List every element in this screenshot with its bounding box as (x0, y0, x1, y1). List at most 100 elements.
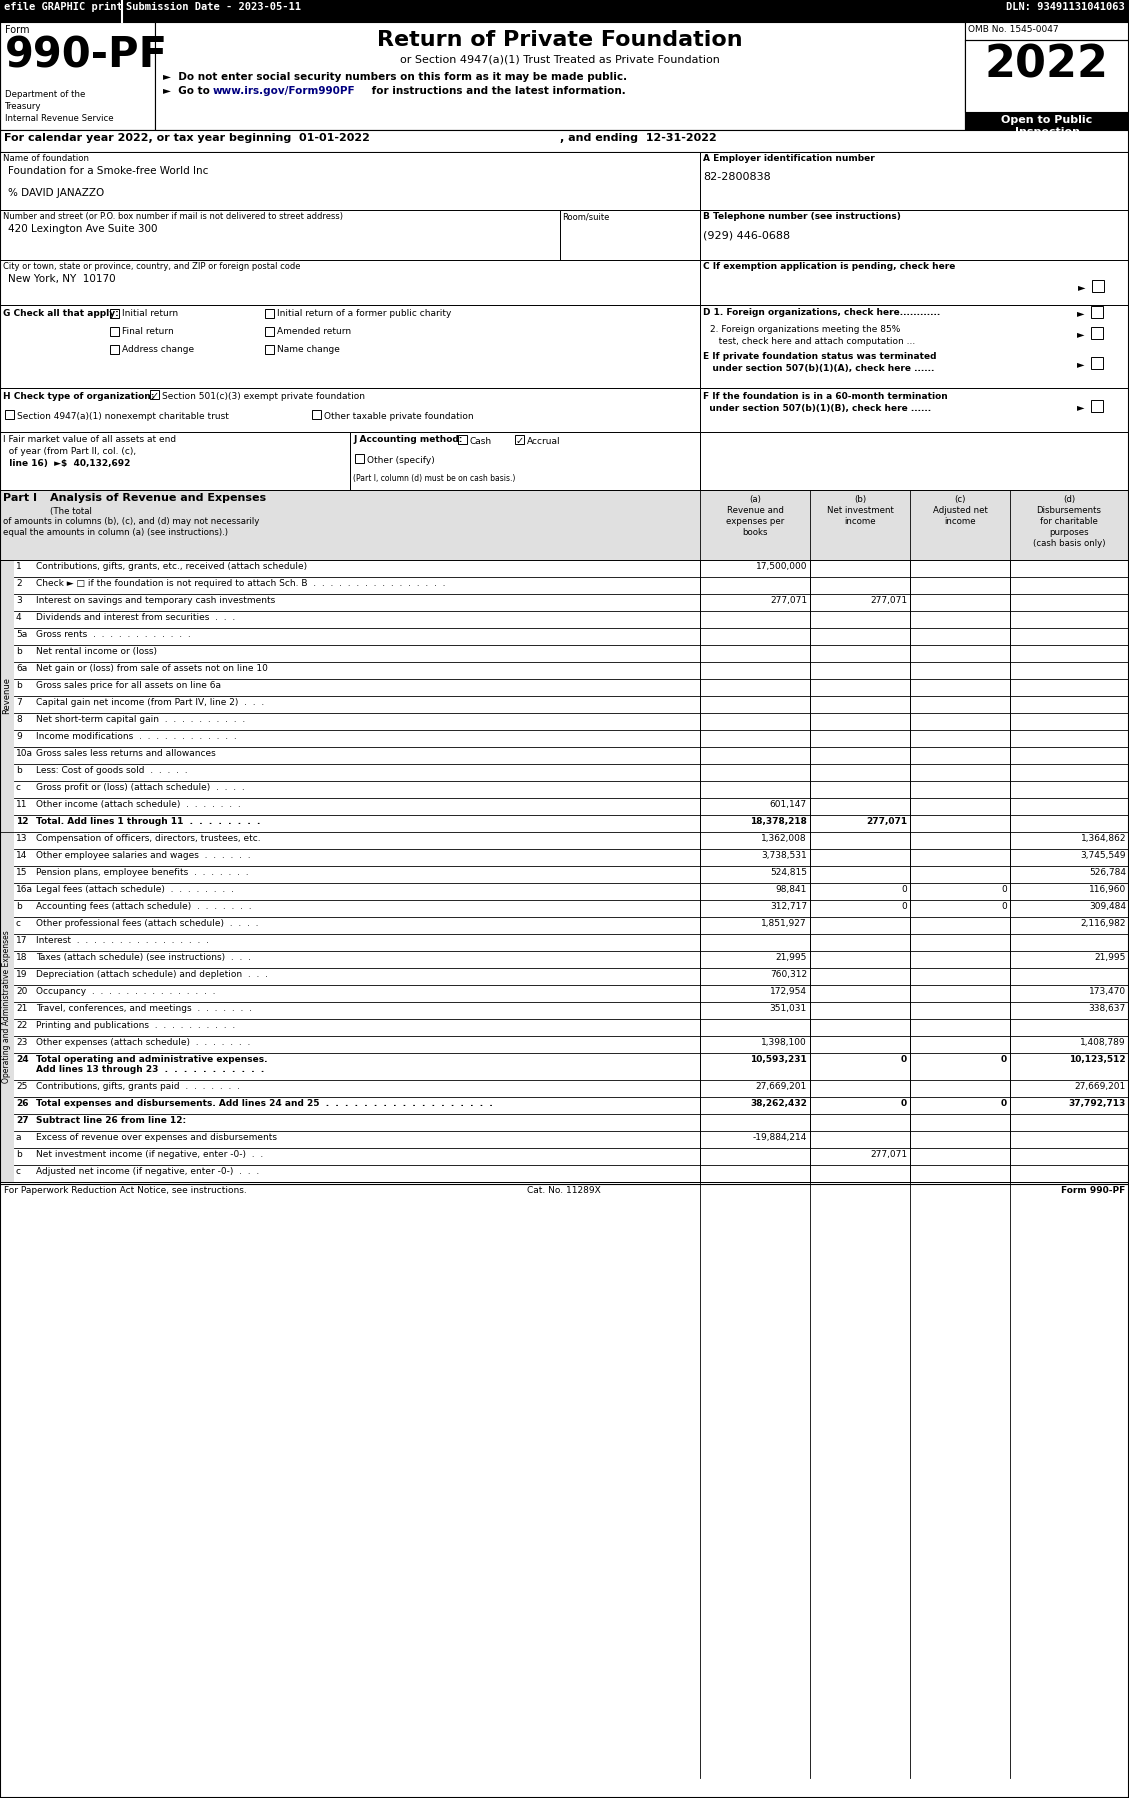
Text: E If private foundation status was terminated: E If private foundation status was termi… (703, 352, 936, 361)
Text: 1,364,862: 1,364,862 (1080, 834, 1126, 843)
Text: 11: 11 (16, 800, 27, 809)
Bar (965, 111, 1129, 129)
Text: income: income (944, 518, 975, 527)
Bar (1091, 399, 1103, 412)
Text: 0: 0 (901, 1055, 907, 1064)
Text: 98,841: 98,841 (776, 885, 807, 894)
Text: 23: 23 (16, 1037, 27, 1046)
Bar (14, 593, 1129, 611)
Text: Total expenses and disbursements. Add lines 24 and 25  .  .  .  .  .  .  .  .  .: Total expenses and disbursements. Add li… (36, 1099, 492, 1108)
Text: ►: ► (1078, 282, 1085, 291)
Text: 277,071: 277,071 (869, 1151, 907, 1160)
Text: 17,500,000: 17,500,000 (755, 563, 807, 572)
Text: F If the foundation is in a 60-month termination: F If the foundation is in a 60-month ter… (703, 392, 947, 401)
Text: Pension plans, employee benefits  .  .  .  .  .  .  .: Pension plans, employee benefits . . . .… (36, 868, 248, 877)
Text: I Fair market value of all assets at end: I Fair market value of all assets at end (3, 435, 176, 444)
Text: 2. Foreign organizations meeting the 85%: 2. Foreign organizations meeting the 85% (710, 325, 900, 334)
Bar (515, 435, 524, 444)
Text: 3: 3 (16, 595, 21, 604)
Text: Internal Revenue Service: Internal Revenue Service (5, 113, 114, 122)
Text: Form: Form (5, 25, 29, 34)
Text: 5a: 5a (16, 629, 27, 638)
Text: Number and street (or P.O. box number if mail is not delivered to street address: Number and street (or P.O. box number if… (3, 212, 343, 221)
Text: Name change: Name change (277, 345, 340, 354)
Bar (965, 22, 1129, 129)
Text: Net investment income (if negative, enter -0-)  .  .: Net investment income (if negative, ente… (36, 1151, 263, 1160)
Text: Revenue and: Revenue and (727, 505, 784, 514)
Text: % DAVID JANAZZO: % DAVID JANAZZO (8, 189, 104, 198)
Text: Total. Add lines 1 through 11  .  .  .  .  .  .  .  .: Total. Add lines 1 through 11 . . . . . … (36, 816, 261, 825)
Text: Taxes (attach schedule) (see instructions)  .  .  .: Taxes (attach schedule) (see instruction… (36, 953, 251, 962)
Text: 277,071: 277,071 (770, 595, 807, 604)
Bar (0, 0, 1129, 22)
Text: 15: 15 (16, 868, 27, 877)
Bar (458, 435, 467, 444)
Text: under section 507(b)(1)(B), check here ......: under section 507(b)(1)(B), check here .… (703, 405, 931, 414)
Text: Add lines 13 through 23  .  .  .  .  .  .  .  .  .  .  .: Add lines 13 through 23 . . . . . . . . … (36, 1064, 264, 1073)
Text: ►: ► (1077, 307, 1085, 318)
Text: 351,031: 351,031 (770, 1003, 807, 1012)
Text: Net short-term capital gain  .  .  .  .  .  .  .  .  .  .: Net short-term capital gain . . . . . . … (36, 716, 245, 725)
Bar (14, 559, 1129, 577)
Text: Contributions, gifts, grants, etc., received (attach schedule): Contributions, gifts, grants, etc., rece… (36, 563, 307, 572)
Bar (355, 455, 364, 464)
Bar (312, 410, 321, 419)
Bar (1091, 306, 1103, 318)
Text: City or town, state or province, country, and ZIP or foreign postal code: City or town, state or province, country… (3, 263, 300, 271)
Text: Room/suite: Room/suite (562, 212, 610, 221)
Text: Other taxable private foundation: Other taxable private foundation (324, 412, 474, 421)
Bar (110, 309, 119, 318)
Text: 2,116,982: 2,116,982 (1080, 919, 1126, 928)
Text: ►  Do not enter social security numbers on this form as it may be made public.: ► Do not enter social security numbers o… (163, 72, 627, 83)
Text: 990-PF: 990-PF (5, 34, 168, 76)
Bar (700, 261, 1129, 306)
Text: 6a: 6a (16, 663, 27, 672)
Text: Initial return: Initial return (122, 309, 178, 318)
Bar (14, 832, 1129, 849)
Text: 526,784: 526,784 (1089, 868, 1126, 877)
Text: 277,071: 277,071 (869, 595, 907, 604)
Text: 22: 22 (16, 1021, 27, 1030)
Text: B Telephone number (see instructions): B Telephone number (see instructions) (703, 212, 901, 221)
Text: 277,071: 277,071 (866, 816, 907, 825)
Text: Gross sales less returns and allowances: Gross sales less returns and allowances (36, 750, 216, 759)
Text: line 16)  ►$  40,132,692: line 16) ►$ 40,132,692 (3, 458, 130, 467)
Text: 38,262,432: 38,262,432 (750, 1099, 807, 1108)
Bar (14, 1054, 1129, 1081)
Text: Net rental income or (loss): Net rental income or (loss) (36, 647, 157, 656)
Text: 13: 13 (16, 834, 27, 843)
Text: Dividends and interest from securities  .  .  .: Dividends and interest from securities .… (36, 613, 235, 622)
Text: Disbursements: Disbursements (1036, 505, 1102, 514)
Text: Net investment: Net investment (826, 505, 893, 514)
Text: DLN: 93491131041063: DLN: 93491131041063 (1006, 2, 1124, 13)
Text: Depreciation (attach schedule) and depletion  .  .  .: Depreciation (attach schedule) and deple… (36, 969, 268, 978)
Text: c: c (16, 782, 21, 791)
Bar (14, 883, 1129, 901)
Text: 21: 21 (16, 1003, 27, 1012)
Text: 0: 0 (1001, 903, 1007, 912)
Text: test, check here and attach computation ...: test, check here and attach computation … (710, 336, 916, 345)
Text: Net gain or (loss) from sale of assets not on line 10: Net gain or (loss) from sale of assets n… (36, 663, 268, 672)
Text: Excess of revenue over expenses and disbursements: Excess of revenue over expenses and disb… (36, 1133, 277, 1142)
Text: C If exemption application is pending, check here: C If exemption application is pending, c… (703, 263, 955, 271)
Text: 0: 0 (1001, 1055, 1007, 1064)
Bar (14, 764, 1129, 780)
Text: Occupancy  .  .  .  .  .  .  .  .  .  .  .  .  .  .  .: Occupancy . . . . . . . . . . . . . . . (36, 987, 216, 996)
Text: purposes: purposes (1049, 529, 1088, 538)
Text: Interest on savings and temporary cash investments: Interest on savings and temporary cash i… (36, 595, 275, 604)
Text: equal the amounts in column (a) (see instructions).): equal the amounts in column (a) (see ins… (3, 529, 228, 538)
Text: 312,717: 312,717 (770, 903, 807, 912)
Text: 338,637: 338,637 (1088, 1003, 1126, 1012)
Text: (a): (a) (749, 494, 761, 503)
Text: 1,408,789: 1,408,789 (1080, 1037, 1126, 1046)
Bar (14, 917, 1129, 933)
Text: 24: 24 (16, 1055, 28, 1064)
Bar (14, 867, 1129, 883)
Text: Other income (attach schedule)  .  .  .  .  .  .  .: Other income (attach schedule) . . . . .… (36, 800, 240, 809)
Text: Printing and publications  .  .  .  .  .  .  .  .  .  .: Printing and publications . . . . . . . … (36, 1021, 235, 1030)
Text: Revenue: Revenue (2, 678, 11, 714)
Text: 0: 0 (901, 1099, 907, 1108)
Bar (14, 746, 1129, 764)
Text: Analysis of Revenue and Expenses: Analysis of Revenue and Expenses (50, 493, 266, 503)
Text: (The total: (The total (50, 507, 91, 516)
